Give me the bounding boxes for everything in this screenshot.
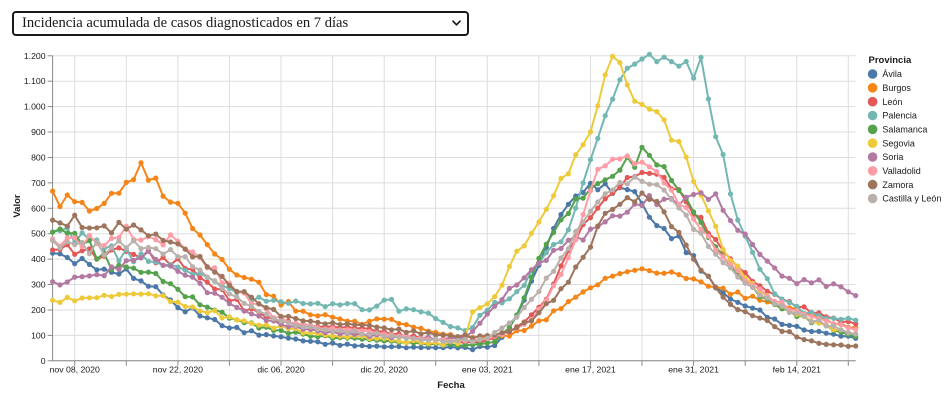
svg-text:dic 06, 2020: dic 06, 2020: [257, 364, 305, 374]
svg-text:nov 22, 2020: nov 22, 2020: [153, 364, 203, 374]
svg-text:Provincia: Provincia: [869, 55, 912, 66]
svg-text:Burgos: Burgos: [882, 83, 911, 93]
svg-text:ene 17, 2021: ene 17, 2021: [565, 364, 616, 374]
svg-text:1.000: 1.000: [24, 102, 46, 112]
svg-text:0: 0: [41, 356, 46, 366]
svg-text:Segovia: Segovia: [882, 138, 915, 148]
svg-text:800: 800: [31, 153, 46, 163]
svg-text:ene 03, 2021: ene 03, 2021: [462, 364, 513, 374]
svg-text:1.200: 1.200: [24, 51, 46, 61]
svg-text:200: 200: [31, 305, 46, 315]
svg-text:Valor: Valor: [12, 194, 23, 218]
svg-text:900: 900: [31, 127, 46, 137]
svg-text:600: 600: [31, 203, 46, 213]
svg-text:Soria: Soria: [882, 152, 903, 162]
svg-text:300: 300: [31, 280, 46, 290]
svg-text:Ávila: Ávila: [882, 69, 902, 79]
svg-text:Salamanca: Salamanca: [882, 125, 927, 135]
svg-text:Palencia: Palencia: [882, 111, 917, 121]
svg-text:León: León: [882, 97, 902, 107]
svg-text:400: 400: [31, 254, 46, 264]
svg-text:1.100: 1.100: [24, 76, 46, 86]
svg-text:700: 700: [31, 178, 46, 188]
svg-text:Fecha: Fecha: [437, 380, 465, 391]
svg-text:nov 08, 2020: nov 08, 2020: [50, 364, 100, 374]
svg-text:ene 31, 2021: ene 31, 2021: [668, 364, 719, 374]
svg-text:dic 20, 2020: dic 20, 2020: [361, 364, 409, 374]
svg-text:100: 100: [31, 330, 46, 340]
svg-text:feb 14, 2021: feb 14, 2021: [773, 364, 821, 374]
svg-text:Valladolid: Valladolid: [882, 166, 920, 176]
svg-text:500: 500: [31, 229, 46, 239]
svg-text:Castilla y León: Castilla y León: [882, 194, 941, 204]
svg-text:Zamora: Zamora: [882, 180, 913, 190]
